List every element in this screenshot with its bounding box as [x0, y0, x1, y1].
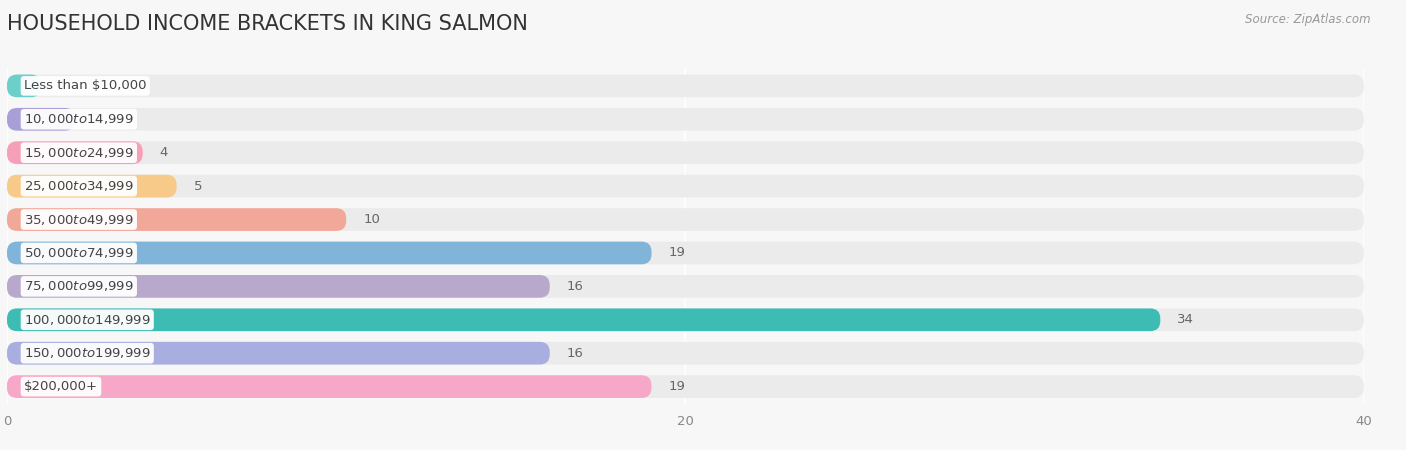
FancyBboxPatch shape — [7, 75, 1364, 97]
Text: $200,000+: $200,000+ — [24, 380, 98, 393]
Text: 2: 2 — [91, 113, 100, 126]
FancyBboxPatch shape — [7, 108, 75, 130]
FancyBboxPatch shape — [7, 375, 651, 398]
FancyBboxPatch shape — [7, 342, 1364, 364]
FancyBboxPatch shape — [7, 308, 1160, 331]
Text: 1: 1 — [58, 79, 66, 92]
Text: $50,000 to $74,999: $50,000 to $74,999 — [24, 246, 134, 260]
Text: Less than $10,000: Less than $10,000 — [24, 79, 146, 92]
Text: $10,000 to $14,999: $10,000 to $14,999 — [24, 112, 134, 126]
FancyBboxPatch shape — [7, 275, 1364, 298]
Text: $25,000 to $34,999: $25,000 to $34,999 — [24, 179, 134, 193]
Text: 19: 19 — [668, 380, 685, 393]
Text: 16: 16 — [567, 346, 583, 360]
FancyBboxPatch shape — [7, 141, 1364, 164]
Text: 34: 34 — [1177, 313, 1194, 326]
FancyBboxPatch shape — [7, 208, 346, 231]
Text: $100,000 to $149,999: $100,000 to $149,999 — [24, 313, 150, 327]
FancyBboxPatch shape — [7, 208, 1364, 231]
FancyBboxPatch shape — [7, 308, 1364, 331]
Text: $15,000 to $24,999: $15,000 to $24,999 — [24, 146, 134, 160]
Text: 5: 5 — [194, 180, 202, 193]
Text: Source: ZipAtlas.com: Source: ZipAtlas.com — [1246, 14, 1371, 27]
Text: $150,000 to $199,999: $150,000 to $199,999 — [24, 346, 150, 360]
FancyBboxPatch shape — [7, 108, 1364, 130]
Text: 4: 4 — [160, 146, 169, 159]
Text: HOUSEHOLD INCOME BRACKETS IN KING SALMON: HOUSEHOLD INCOME BRACKETS IN KING SALMON — [7, 14, 527, 33]
FancyBboxPatch shape — [7, 75, 41, 97]
FancyBboxPatch shape — [7, 375, 1364, 398]
FancyBboxPatch shape — [7, 242, 1364, 264]
Text: $75,000 to $99,999: $75,000 to $99,999 — [24, 279, 134, 293]
Text: 16: 16 — [567, 280, 583, 293]
Text: 19: 19 — [668, 247, 685, 260]
FancyBboxPatch shape — [7, 141, 143, 164]
FancyBboxPatch shape — [7, 242, 651, 264]
Text: $35,000 to $49,999: $35,000 to $49,999 — [24, 212, 134, 226]
FancyBboxPatch shape — [7, 275, 550, 298]
FancyBboxPatch shape — [7, 175, 1364, 198]
FancyBboxPatch shape — [7, 175, 177, 198]
Text: 10: 10 — [363, 213, 380, 226]
FancyBboxPatch shape — [7, 342, 550, 364]
